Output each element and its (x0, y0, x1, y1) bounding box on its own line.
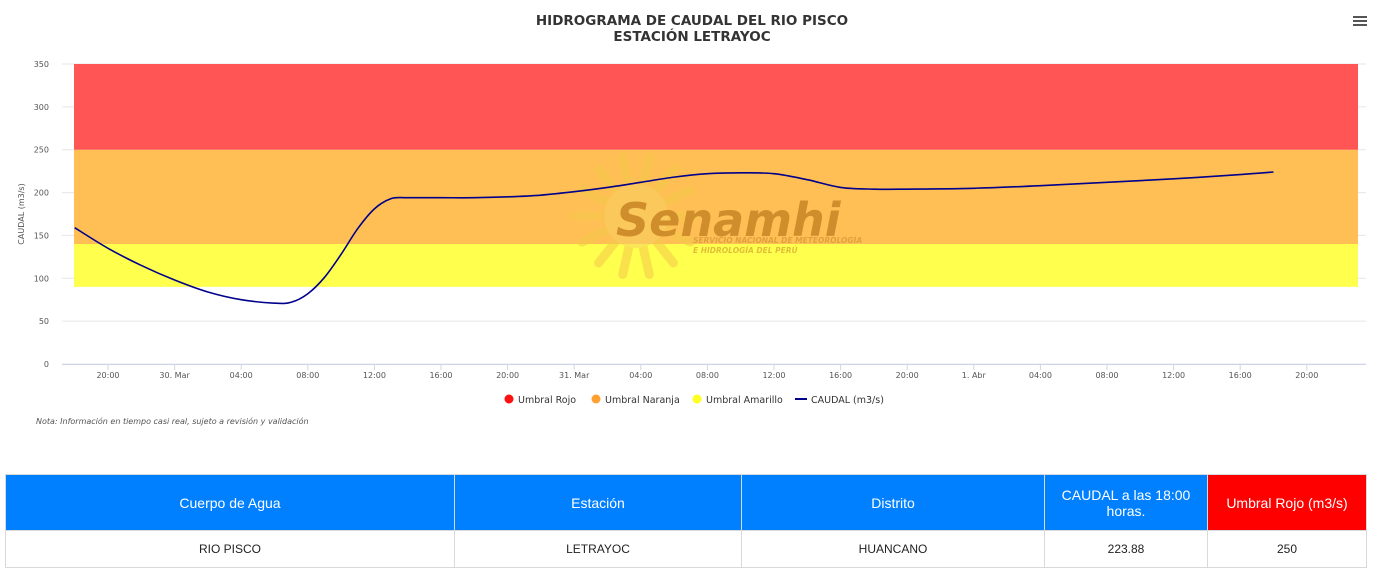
cell-estacion: LETRAYOC (454, 530, 742, 568)
legend-item-label: Umbral Amarillo (706, 395, 783, 406)
table-row: RIO PISCO LETRAYOC HUANCANO 223.88 250 (5, 530, 1367, 568)
y-tick-label: 200 (34, 189, 49, 198)
y-tick-label: 300 (34, 103, 49, 112)
x-tick-label: 04:00 (629, 371, 652, 380)
x-tick-label: 08:00 (296, 371, 319, 380)
x-tick-label: 04:00 (230, 371, 253, 380)
band-umbral-naranja (74, 149, 1358, 244)
y-axis-title: CAUDAL (m3/s) (17, 183, 26, 244)
legend-item-label: Umbral Rojo (518, 395, 576, 406)
x-tick-label: 1. Abr (962, 371, 987, 380)
chart-menu-icon[interactable] (1353, 16, 1367, 30)
x-tick-label: 12:00 (1162, 371, 1185, 380)
x-tick-label: 20:00 (496, 371, 519, 380)
station-info-table: Cuerpo de Agua Estación Distrito CAUDAL … (5, 474, 1367, 568)
x-tick-label: 08:00 (696, 371, 719, 380)
x-tick-label: 16:00 (1229, 371, 1252, 380)
x-tick-label: 20:00 (896, 371, 919, 380)
cell-umbral-rojo: 250 (1207, 530, 1367, 568)
legend-marker-1 (591, 394, 601, 404)
table-header-row: Cuerpo de Agua Estación Distrito CAUDAL … (5, 474, 1367, 531)
chart-title-line2: ESTACIÓN LETRAYOC (613, 29, 771, 45)
x-tick-label: 31. Mar (559, 371, 590, 380)
header-cuerpo-de-agua: Cuerpo de Agua (5, 474, 455, 531)
cell-caudal: 223.88 (1044, 530, 1208, 568)
header-caudal: CAUDAL a las 18:00 horas. (1044, 474, 1208, 531)
y-tick-label: 0 (44, 360, 49, 369)
note-text: Nota: Información en tiempo casi real, s… (36, 417, 309, 426)
y-tick-label: 250 (34, 146, 49, 155)
x-tick-label: 16:00 (829, 371, 852, 380)
header-estacion: Estación (454, 474, 742, 531)
header-umbral-rojo: Umbral Rojo (m3/s) (1207, 474, 1367, 531)
x-tick-label: 12:00 (762, 371, 785, 380)
legend-marker-2 (692, 394, 702, 404)
x-tick-label: 08:00 (1095, 371, 1118, 380)
chart-title: HIDROGRAMA DE CAUDAL DEL RIO PISCO ESTAC… (0, 13, 1377, 45)
band-umbral-amarillo (74, 244, 1358, 287)
svg-text:E HIDROLOGÍA DEL PERÚ: E HIDROLOGÍA DEL PERÚ (693, 246, 798, 255)
x-tick-label: 16:00 (429, 371, 452, 380)
svg-text:SERVICIO NACIONAL DE METEOROLO: SERVICIO NACIONAL DE METEOROLOGÍA (693, 236, 862, 245)
x-tick-label: 20:00 (96, 371, 119, 380)
x-tick-label: 30. Mar (159, 371, 190, 380)
legend-item-label: CAUDAL (m3/s) (811, 395, 884, 406)
series-line-caudal (74, 171, 1274, 305)
svg-text:Senamhi: Senamhi (616, 193, 842, 247)
x-tick-label: 20:00 (1295, 371, 1318, 380)
x-tick-label: 12:00 (363, 371, 386, 380)
y-tick-label: 350 (34, 60, 49, 69)
y-tick-label: 150 (34, 231, 49, 240)
y-tick-label: 50 (39, 317, 49, 326)
y-tick-label: 100 (34, 274, 49, 283)
hydrograph-chart: HIDROGRAMA DE CAUDAL DEL RIO PISCO ESTAC… (0, 13, 1377, 426)
cell-distrito: HUANCANO (741, 530, 1045, 568)
header-distrito: Distrito (741, 474, 1045, 531)
chart-title-line1: HIDROGRAMA DE CAUDAL DEL RIO PISCO (535, 13, 849, 29)
legend-item-label: Umbral Naranja (605, 395, 680, 406)
band-umbral-rojo (74, 64, 1358, 150)
x-tick-label: 04:00 (1029, 371, 1052, 380)
cell-cuerpo-de-agua: RIO PISCO (5, 530, 455, 568)
legend-marker-0 (504, 394, 514, 404)
